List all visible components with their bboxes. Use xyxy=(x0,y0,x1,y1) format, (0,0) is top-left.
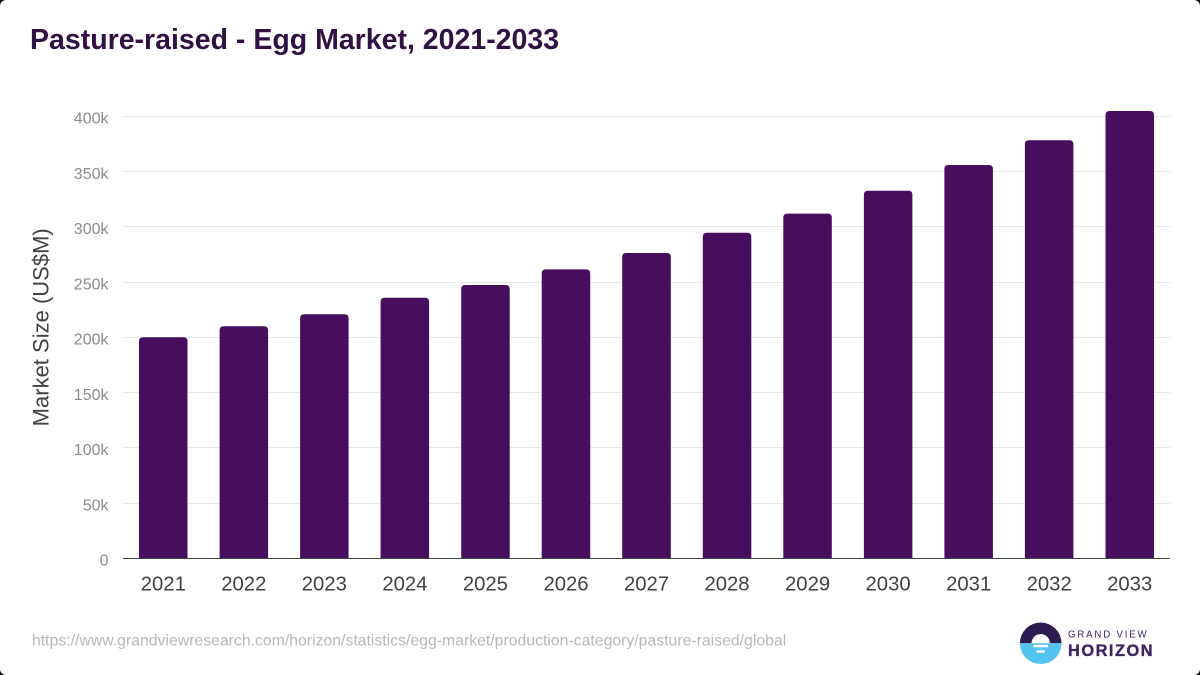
svg-text:150k: 150k xyxy=(74,387,110,404)
svg-text:2026: 2026 xyxy=(543,574,588,596)
svg-text:2028: 2028 xyxy=(704,574,749,596)
svg-text:400k: 400k xyxy=(74,111,110,128)
svg-text:Market Size (US$M): Market Size (US$M) xyxy=(29,228,54,426)
svg-text:2024: 2024 xyxy=(382,574,427,596)
svg-text:2031: 2031 xyxy=(946,574,991,596)
svg-text:2021: 2021 xyxy=(141,574,186,596)
svg-text:https://www.grandviewresearch.: https://www.grandviewresearch.com/horizo… xyxy=(32,633,786,650)
svg-text:2022: 2022 xyxy=(221,574,266,596)
svg-text:300k: 300k xyxy=(74,221,110,238)
svg-text:350k: 350k xyxy=(74,166,110,183)
svg-text:GRAND VIEW: GRAND VIEW xyxy=(1068,629,1148,640)
svg-text:200k: 200k xyxy=(74,332,110,349)
svg-text:2033: 2033 xyxy=(1107,574,1152,596)
svg-text:2025: 2025 xyxy=(463,574,508,596)
svg-text:2030: 2030 xyxy=(866,574,911,596)
svg-text:2023: 2023 xyxy=(302,574,347,596)
svg-text:2032: 2032 xyxy=(1027,574,1072,596)
svg-text:0: 0 xyxy=(100,553,109,570)
svg-text:Pasture-raised - Egg Market, 2: Pasture-raised - Egg Market, 2021-2033 xyxy=(30,24,559,56)
svg-text:50k: 50k xyxy=(83,497,110,514)
svg-text:250k: 250k xyxy=(74,276,110,293)
svg-text:HORIZON: HORIZON xyxy=(1068,642,1154,660)
svg-text:2027: 2027 xyxy=(624,574,669,596)
svg-text:100k: 100k xyxy=(74,442,110,459)
svg-text:2029: 2029 xyxy=(785,574,830,596)
